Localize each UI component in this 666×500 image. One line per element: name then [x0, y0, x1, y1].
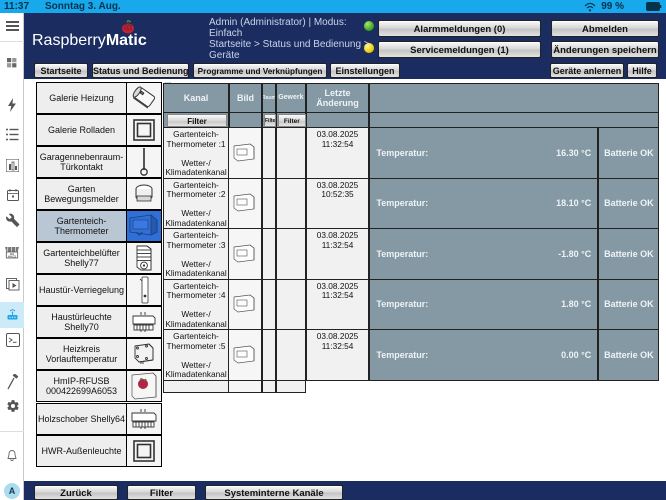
- svg-text:HACS: HACS: [8, 254, 17, 258]
